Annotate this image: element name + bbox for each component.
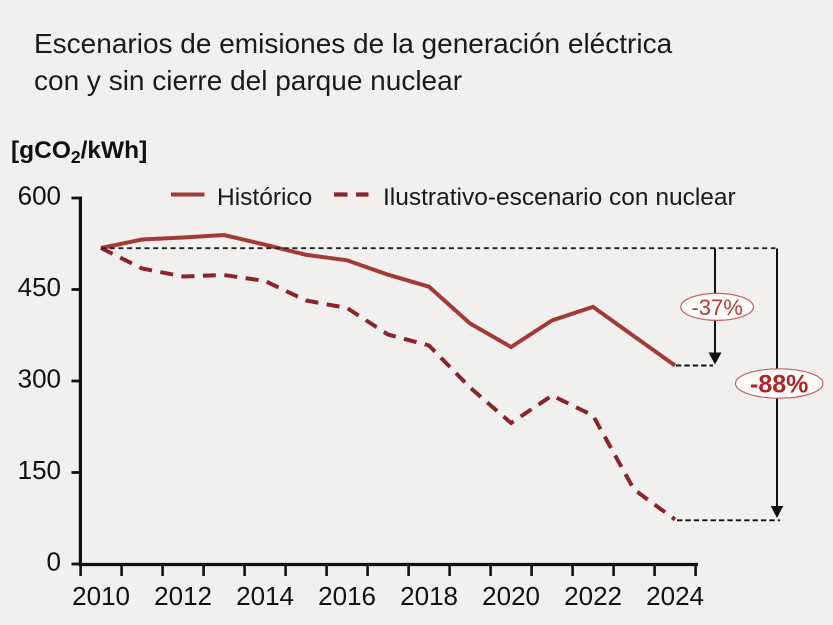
- svg-text:2022: 2022: [564, 581, 622, 611]
- svg-text:300: 300: [18, 364, 61, 394]
- svg-text:-37%: -37%: [691, 295, 742, 320]
- svg-text:150: 150: [18, 455, 61, 485]
- svg-text:-88%: -88%: [750, 371, 808, 399]
- svg-text:[gCO2/kWh]: [gCO2/kWh]: [11, 137, 147, 167]
- svg-text:Histórico: Histórico: [217, 184, 312, 211]
- svg-text:2024: 2024: [646, 581, 704, 611]
- svg-text:2010: 2010: [72, 581, 130, 611]
- svg-text:2014: 2014: [236, 581, 294, 611]
- svg-text:2018: 2018: [400, 581, 458, 611]
- svg-text:2016: 2016: [318, 581, 376, 611]
- svg-text:450: 450: [18, 272, 61, 302]
- svg-text:con y sin cierre del parque nu: con y sin cierre del parque nuclear: [34, 65, 462, 96]
- svg-text:2020: 2020: [482, 581, 540, 611]
- svg-text:0: 0: [47, 547, 61, 577]
- svg-text:Escenarios de emisiones de la: Escenarios de emisiones de la generación…: [34, 28, 673, 59]
- svg-text:Ilustrativo-escenario con nucl: Ilustrativo-escenario con nuclear: [383, 184, 736, 211]
- svg-text:600: 600: [18, 181, 61, 211]
- svg-text:2012: 2012: [154, 581, 212, 611]
